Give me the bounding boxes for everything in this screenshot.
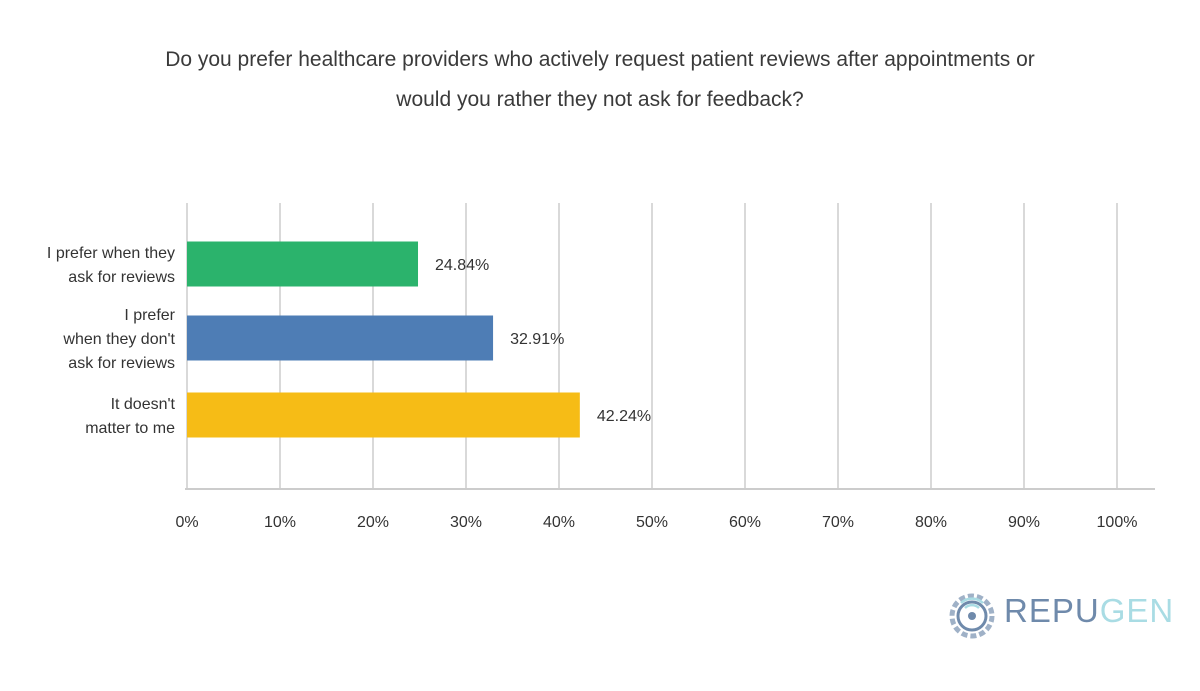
category-label-2-1: matter to me (85, 420, 175, 437)
x-tick-label-4: 40% (543, 514, 575, 531)
x-tick-label-9: 90% (1008, 514, 1040, 531)
chart-title-line-2: would you rather they not ask for feedba… (396, 88, 804, 111)
x-tick-label-3: 30% (450, 514, 482, 531)
x-tick-label-0: 0% (175, 514, 198, 531)
x-tick-label-7: 70% (822, 514, 854, 531)
data-label-2: 42.24% (597, 408, 651, 425)
repugen-logo-icon (949, 593, 995, 639)
category-label-1-1: when they don't (62, 331, 175, 348)
bars (187, 241, 580, 438)
repugen-logo: REPUGEN (942, 586, 1177, 642)
category-label-0-0: I prefer when they (47, 245, 175, 262)
bar-0 (187, 241, 419, 287)
data-label-1: 32.91% (510, 331, 564, 348)
x-tick-label-5: 50% (636, 514, 668, 531)
category-label-1-2: ask for reviews (68, 355, 175, 372)
labels: 0% 10% 20% 30% 40% 50% 60% 70% 80% 90% 100% 24.84% I… (47, 245, 1138, 531)
data-label-0: 24.84% (435, 257, 489, 274)
x-tick-label-2: 20% (357, 514, 389, 531)
bar-1 (187, 315, 494, 361)
x-tick-label-8: 80% (915, 514, 947, 531)
chart-title: Do you prefer healthcare providers who a… (40, 40, 1160, 120)
logo-text-repu: REPU (1004, 592, 1100, 629)
bar-2 (187, 392, 580, 438)
repugen-logo-wordmark: REPUGEN (1004, 592, 1174, 630)
x-tick-label-1: 10% (264, 514, 296, 531)
category-label-2-0: It doesn't (111, 396, 176, 413)
category-label-1-0: I prefer (124, 307, 175, 324)
chart-title-line-1: Do you prefer healthcare providers who a… (165, 48, 1035, 71)
x-tick-label-6: 60% (729, 514, 761, 531)
logo-text-gen: GEN (1099, 592, 1175, 629)
x-tick-label-10: 100% (1097, 514, 1138, 531)
category-label-0-1: ask for reviews (68, 269, 175, 286)
